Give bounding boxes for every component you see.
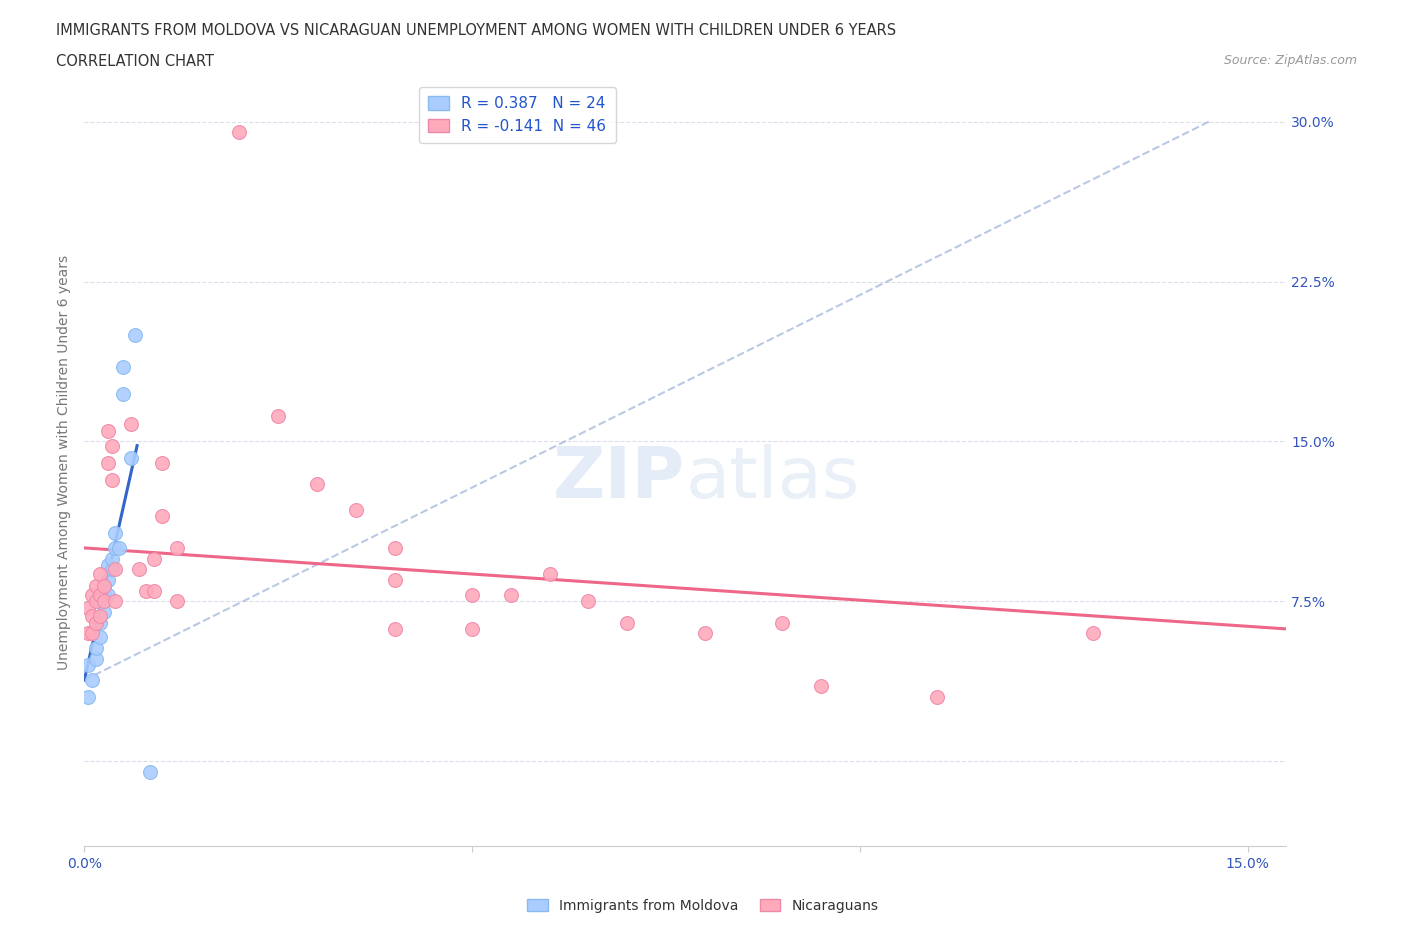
Point xyxy=(166,540,188,555)
Legend: Immigrants from Moldova, Nicaraguans: Immigrants from Moldova, Nicaraguans xyxy=(522,894,884,919)
Point xyxy=(104,593,127,608)
Point xyxy=(89,588,111,603)
Point xyxy=(810,679,832,694)
Point xyxy=(93,588,115,603)
Point xyxy=(461,621,484,636)
Point xyxy=(128,562,150,577)
Point xyxy=(461,588,484,603)
Point xyxy=(616,615,638,630)
Text: CORRELATION CHART: CORRELATION CHART xyxy=(56,54,214,69)
Text: IMMIGRANTS FROM MOLDOVA VS NICARAGUAN UNEMPLOYMENT AMONG WOMEN WITH CHILDREN UND: IMMIGRANTS FROM MOLDOVA VS NICARAGUAN UN… xyxy=(56,23,897,38)
Point xyxy=(89,609,111,624)
Point xyxy=(104,562,127,577)
Point xyxy=(135,583,157,598)
Point xyxy=(93,593,115,608)
Point xyxy=(84,615,107,630)
Legend: R = 0.387   N = 24, R = -0.141  N = 46: R = 0.387 N = 24, R = -0.141 N = 46 xyxy=(419,86,616,143)
Text: Source: ZipAtlas.com: Source: ZipAtlas.com xyxy=(1223,54,1357,67)
Point xyxy=(97,456,120,471)
Point xyxy=(89,593,111,608)
Point xyxy=(267,408,290,423)
Point xyxy=(82,626,104,641)
Point xyxy=(578,593,600,608)
Point xyxy=(124,327,146,342)
Point xyxy=(143,551,166,566)
Point xyxy=(112,387,135,402)
Point xyxy=(384,573,406,588)
Point xyxy=(82,588,104,603)
Point xyxy=(150,509,173,524)
Point xyxy=(93,604,115,619)
Point xyxy=(770,615,793,630)
Point xyxy=(84,641,107,656)
Point xyxy=(108,540,131,555)
Point xyxy=(139,764,162,779)
Point xyxy=(77,600,100,615)
Point xyxy=(89,630,111,644)
Point xyxy=(100,551,122,566)
Point xyxy=(82,609,104,624)
Point xyxy=(120,417,142,432)
Point xyxy=(1081,626,1104,641)
Point xyxy=(384,621,406,636)
Point xyxy=(77,658,100,672)
Point xyxy=(89,566,111,581)
Point xyxy=(100,438,122,453)
Point xyxy=(100,562,122,577)
Point xyxy=(384,540,406,555)
Point xyxy=(100,472,122,487)
Point xyxy=(82,672,104,687)
Point xyxy=(693,626,716,641)
Point xyxy=(77,690,100,705)
Point xyxy=(150,456,173,471)
Point xyxy=(84,578,107,593)
Point xyxy=(89,615,111,630)
Point xyxy=(84,593,107,608)
Point xyxy=(228,125,250,140)
Point xyxy=(77,626,100,641)
Point xyxy=(305,476,328,491)
Point xyxy=(344,502,367,517)
Point xyxy=(120,451,142,466)
Point xyxy=(97,573,120,588)
Point xyxy=(104,540,127,555)
Point xyxy=(112,359,135,374)
Point xyxy=(927,690,949,705)
Point xyxy=(143,583,166,598)
Point xyxy=(104,525,127,540)
Point xyxy=(166,593,188,608)
Point xyxy=(97,558,120,573)
Text: atlas: atlas xyxy=(686,444,860,512)
Point xyxy=(538,566,561,581)
Point xyxy=(97,423,120,438)
Point xyxy=(93,578,115,593)
Point xyxy=(84,651,107,666)
Point xyxy=(499,588,522,603)
Y-axis label: Unemployment Among Women with Children Under 6 years: Unemployment Among Women with Children U… xyxy=(58,255,72,671)
Point xyxy=(97,588,120,603)
Point xyxy=(93,578,115,593)
Text: ZIP: ZIP xyxy=(553,444,686,512)
